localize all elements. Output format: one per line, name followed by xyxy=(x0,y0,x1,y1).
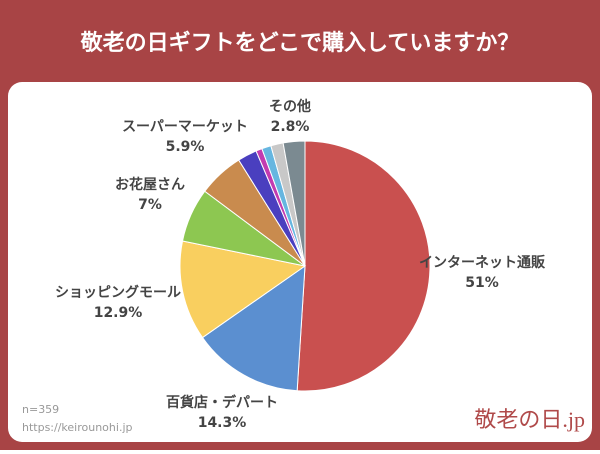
value-label: 12.9% xyxy=(94,305,143,321)
chart-title: 敬老の日ギフトをどこで購入していますか？ xyxy=(80,30,520,56)
slice-label: スーパーマーケット xyxy=(122,119,248,135)
pie-slice xyxy=(201,264,306,392)
value-label: 5.9% xyxy=(166,139,205,155)
source: https://keirounohi.jp xyxy=(22,421,132,434)
pie-slice xyxy=(179,240,307,339)
logo: 敬老の日.jp xyxy=(474,407,585,432)
slice-label: その他 xyxy=(269,98,311,115)
value-label: 14.3% xyxy=(198,415,247,431)
value-label: 51% xyxy=(465,275,499,291)
sample-size: n=359 xyxy=(22,403,59,416)
pie-slice xyxy=(296,140,431,392)
value-label: 7% xyxy=(138,197,162,213)
value-label: 2.8% xyxy=(271,119,310,135)
slice-label: インターネット通販 xyxy=(419,254,546,271)
slice-label: お花屋さん xyxy=(115,176,185,193)
slice-label: 百貨店・デパート xyxy=(166,394,278,411)
slice-label: ショッピングモール xyxy=(55,284,181,301)
pie-slice xyxy=(282,140,306,267)
